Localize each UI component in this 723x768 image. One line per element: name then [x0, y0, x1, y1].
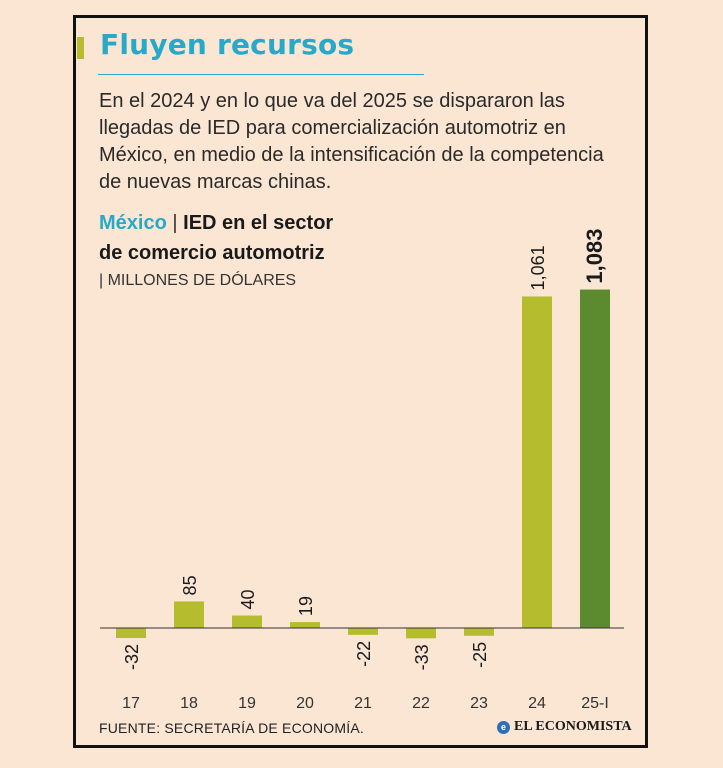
source-note: FUENTE: SECRETARÍA DE ECONOMÍA.	[99, 720, 364, 736]
value-label-19: 40	[238, 589, 258, 609]
x-tick-label-24: 24	[528, 695, 546, 712]
bar-19	[232, 615, 262, 628]
x-tick-label-23: 23	[470, 695, 488, 712]
bar-21	[348, 628, 378, 635]
chart-frame	[73, 15, 648, 748]
value-label-22: -33	[412, 644, 432, 670]
brand-name: EL ECONOMISTA	[514, 719, 632, 734]
x-tick-label-25-I: 25-I	[581, 695, 609, 712]
value-label-17: -32	[122, 644, 142, 670]
value-label-24: 1,061	[528, 245, 548, 290]
bar-22	[406, 628, 436, 639]
units-label: | MILLONES DE DÓLARES	[99, 272, 297, 289]
brand-icon: e	[497, 720, 510, 734]
value-label-18: 85	[180, 575, 200, 595]
title-rule	[98, 74, 424, 75]
bar-20	[290, 622, 320, 628]
bar-23	[464, 628, 494, 636]
chart-subtitle-line1: México | IED en el sector	[99, 212, 333, 235]
value-label-20: 19	[296, 596, 316, 616]
bar-24	[522, 296, 552, 628]
value-label-25-I: 1,083	[582, 229, 607, 284]
bar-18	[174, 601, 204, 628]
x-tick-label-17: 17	[122, 695, 140, 712]
country-label: México	[99, 212, 167, 234]
x-tick-label-20: 20	[296, 695, 314, 712]
intro-text: En el 2024 y en lo que va del 2025 se di…	[99, 90, 604, 193]
chart-subtitle-line2: de comercio automotriz	[99, 242, 325, 264]
value-label-21: -22	[354, 641, 374, 667]
bar-17	[116, 628, 146, 638]
brand-logo: e EL ECONOMISTA	[497, 719, 632, 735]
x-tick-label-21: 21	[354, 695, 372, 712]
chart-title: Fluyen recursos	[100, 28, 355, 61]
title-marker	[77, 37, 84, 59]
topic-line1: IED en el sector	[183, 212, 334, 234]
x-tick-label-19: 19	[238, 695, 256, 712]
subtitle-separator: |	[172, 212, 178, 234]
value-label-23: -25	[470, 642, 490, 668]
bar-25-I	[580, 289, 610, 628]
x-tick-label-22: 22	[412, 695, 430, 712]
x-tick-label-18: 18	[180, 695, 198, 712]
